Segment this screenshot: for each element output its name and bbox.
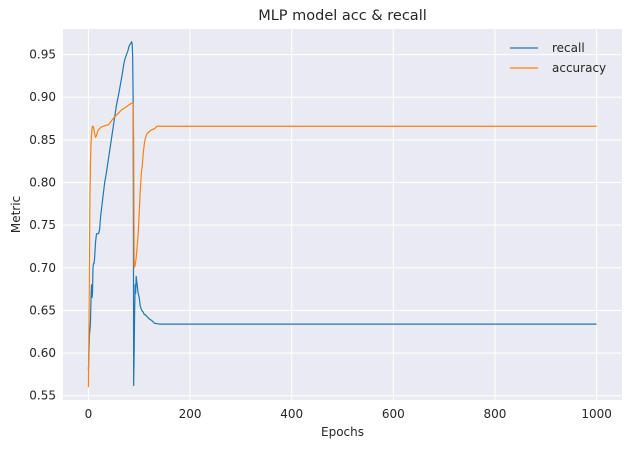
plot-area — [63, 29, 622, 400]
x-tick-labels: 0 200 400 600 800 1000 — [85, 407, 612, 421]
series-line-accuracy — [87, 102, 597, 388]
y-tick-label: 0.80 — [29, 176, 56, 190]
legend-label-recall: recall — [552, 41, 585, 55]
y-tick-label: 0.55 — [29, 389, 56, 403]
x-tick-label: 800 — [484, 407, 507, 421]
y-tick-label: 0.95 — [29, 48, 56, 62]
x-tick-label: 1000 — [581, 407, 612, 421]
y-tick-label: 0.65 — [29, 303, 56, 317]
chart-title: MLP model acc & recall — [258, 8, 427, 24]
series-layer — [87, 41, 597, 388]
legend: recall accuracy — [510, 41, 606, 75]
grid-lines — [63, 29, 622, 400]
series-line-recall — [87, 41, 597, 387]
x-tick-label: 400 — [280, 407, 303, 421]
y-axis-label: Metric — [9, 196, 23, 233]
y-tick-label: 0.85 — [29, 133, 56, 147]
x-tick-label: 600 — [382, 407, 405, 421]
y-tick-label: 0.90 — [29, 90, 56, 104]
y-tick-label: 0.70 — [29, 261, 56, 275]
y-tick-label: 0.60 — [29, 346, 56, 360]
y-tick-label: 0.75 — [29, 218, 56, 232]
x-tick-label: 200 — [179, 407, 202, 421]
x-tick-label: 0 — [85, 407, 93, 421]
legend-label-accuracy: accuracy — [552, 61, 606, 75]
y-tick-labels: 0.55 0.60 0.65 0.70 0.75 0.80 0.85 0.90 0.95 — [29, 48, 56, 403]
x-axis-label: Epochs — [321, 425, 364, 439]
